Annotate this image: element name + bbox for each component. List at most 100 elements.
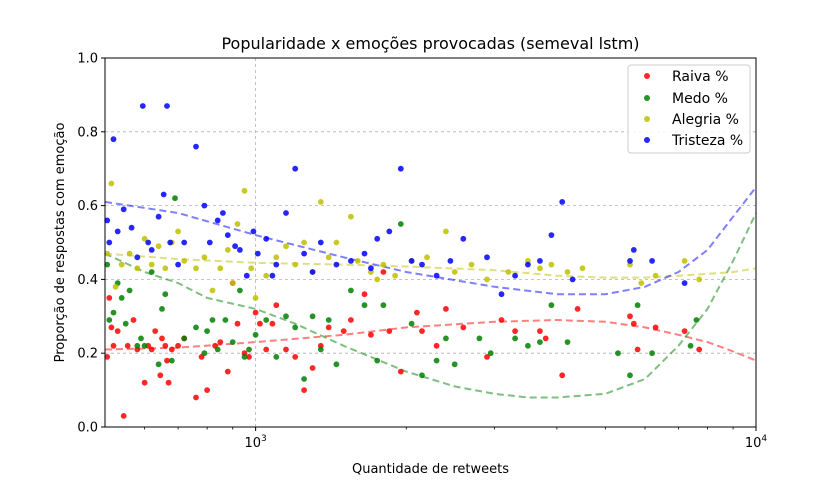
data-point xyxy=(209,317,216,323)
data-point xyxy=(204,328,211,334)
data-point xyxy=(108,324,115,331)
trend-line xyxy=(104,318,757,362)
trend-line xyxy=(104,252,757,279)
data-point xyxy=(564,339,571,345)
data-point xyxy=(634,346,641,353)
data-point xyxy=(292,165,299,172)
data-point xyxy=(217,339,224,345)
data-point xyxy=(569,276,576,283)
data-point xyxy=(397,221,404,227)
y-tick-label: 1.0 xyxy=(77,52,98,67)
data-point xyxy=(148,269,155,275)
data-point xyxy=(273,254,280,261)
data-point xyxy=(361,291,368,298)
data-point xyxy=(165,379,172,386)
data-point xyxy=(252,309,259,316)
data-point xyxy=(252,295,259,301)
data-point xyxy=(696,346,703,353)
legend-marker-tristeza xyxy=(644,137,650,143)
data-point xyxy=(333,261,340,268)
data-point xyxy=(498,291,505,298)
data-point xyxy=(241,354,248,360)
data-point xyxy=(348,213,354,220)
data-point xyxy=(234,320,241,327)
data-point xyxy=(162,265,169,272)
data-point xyxy=(681,280,688,286)
data-point xyxy=(122,320,129,327)
data-point xyxy=(408,258,415,264)
data-point xyxy=(317,199,324,205)
data-point xyxy=(627,313,633,320)
legend-label-medo: Medo % xyxy=(672,91,728,107)
data-point xyxy=(175,261,182,268)
data-point xyxy=(220,210,226,216)
data-point xyxy=(155,243,162,250)
data-point xyxy=(204,387,211,393)
data-point xyxy=(283,313,289,320)
data-point xyxy=(537,265,543,272)
data-point xyxy=(652,272,659,279)
data-point xyxy=(139,103,146,109)
y-tick-label: 0.0 xyxy=(77,421,98,436)
data-point xyxy=(193,324,199,331)
data-point xyxy=(424,254,430,261)
x-axis-label: Quantidade de retweets xyxy=(352,462,509,477)
data-point xyxy=(124,342,131,349)
data-point xyxy=(193,394,199,401)
data-point xyxy=(172,195,178,202)
data-point xyxy=(250,228,257,235)
data-point xyxy=(348,258,354,264)
data-point xyxy=(361,250,368,257)
data-point xyxy=(120,206,127,213)
data-point xyxy=(162,291,169,298)
data-point xyxy=(317,239,324,246)
data-point xyxy=(433,357,440,364)
data-point xyxy=(164,357,170,364)
data-point xyxy=(542,335,549,342)
data-point xyxy=(574,306,581,312)
data-point xyxy=(374,357,381,364)
data-point xyxy=(148,346,155,353)
data-point xyxy=(104,217,111,224)
data-point xyxy=(681,258,688,264)
x-tick-label: 103 xyxy=(244,434,266,451)
data-point xyxy=(525,342,531,349)
data-point xyxy=(433,342,440,349)
data-point xyxy=(380,302,387,309)
data-point xyxy=(126,250,133,257)
data-point xyxy=(148,247,155,253)
data-point xyxy=(340,328,347,334)
data-point xyxy=(487,350,494,357)
data-point xyxy=(301,239,307,246)
data-point xyxy=(160,191,167,198)
data-point xyxy=(408,320,415,327)
data-point xyxy=(181,335,188,342)
data-point xyxy=(141,342,148,349)
data-point xyxy=(361,302,368,309)
data-point xyxy=(301,250,307,257)
data-point xyxy=(106,239,113,246)
data-point xyxy=(649,258,655,264)
y-tick-label: 0.4 xyxy=(77,273,98,288)
data-point xyxy=(108,180,115,187)
data-points xyxy=(104,103,703,419)
data-point xyxy=(241,187,248,194)
data-point xyxy=(451,361,458,368)
data-point xyxy=(229,339,236,345)
data-point xyxy=(106,317,113,323)
legend: Raiva % Medo % Alegria % Tristeza % xyxy=(627,64,751,154)
data-point xyxy=(224,247,231,253)
y-tick-label: 0.2 xyxy=(77,347,98,362)
data-point xyxy=(414,309,420,316)
data-point xyxy=(548,232,555,239)
data-point xyxy=(112,283,119,290)
data-point xyxy=(484,354,490,360)
data-point xyxy=(468,261,475,268)
data-point xyxy=(419,328,425,334)
legend-marker-medo xyxy=(644,95,650,101)
data-point xyxy=(325,254,332,261)
data-point xyxy=(134,254,141,261)
data-point xyxy=(386,228,393,235)
data-point xyxy=(374,235,381,242)
